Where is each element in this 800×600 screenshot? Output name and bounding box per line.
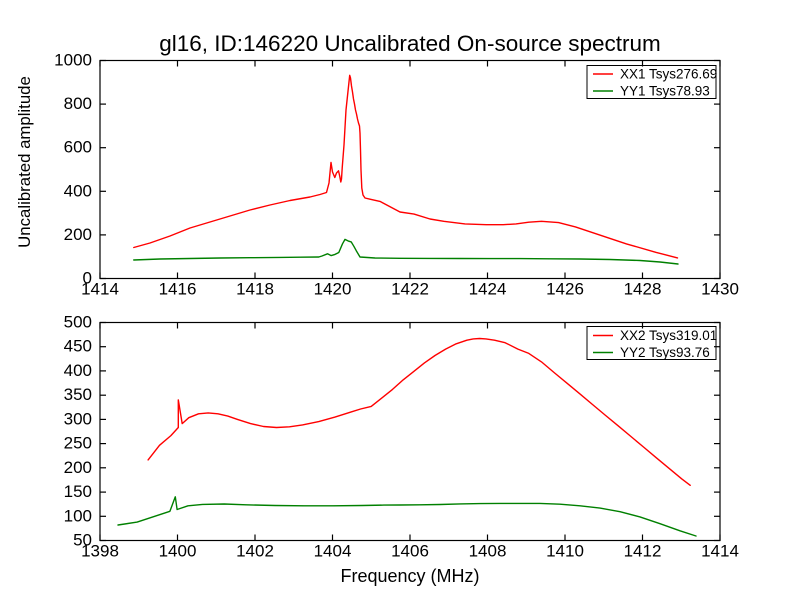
svg-text:400: 400 — [64, 181, 92, 200]
svg-text:1424: 1424 — [469, 280, 507, 299]
svg-text:1404: 1404 — [314, 542, 352, 561]
svg-text:1410: 1410 — [546, 542, 584, 561]
svg-text:300: 300 — [64, 409, 92, 428]
svg-text:XX2 Tsys319.01: XX2 Tsys319.01 — [620, 328, 717, 343]
svg-text:600: 600 — [64, 138, 92, 157]
svg-text:XX1 Tsys276.69: XX1 Tsys276.69 — [620, 67, 717, 82]
svg-text:1000: 1000 — [54, 51, 92, 70]
svg-text:250: 250 — [64, 434, 92, 453]
svg-text:500: 500 — [64, 313, 92, 332]
svg-text:1422: 1422 — [391, 280, 429, 299]
svg-text:200: 200 — [64, 458, 92, 477]
svg-text:150: 150 — [64, 482, 92, 501]
svg-text:1412: 1412 — [624, 542, 662, 561]
svg-text:1400: 1400 — [159, 542, 197, 561]
svg-text:1402: 1402 — [236, 542, 274, 561]
svg-text:1414: 1414 — [81, 280, 119, 299]
svg-text:1416: 1416 — [159, 280, 197, 299]
svg-text:Uncalibrated amplitude: Uncalibrated amplitude — [15, 76, 34, 248]
svg-text:450: 450 — [64, 337, 92, 356]
svg-text:1414: 1414 — [701, 542, 739, 561]
svg-text:350: 350 — [64, 385, 92, 404]
svg-text:1430: 1430 — [701, 280, 739, 299]
svg-text:1398: 1398 — [81, 542, 119, 561]
svg-text:gl16, ID:146220 Uncalibrated O: gl16, ID:146220 Uncalibrated On-source s… — [159, 31, 661, 56]
svg-text:YY1 Tsys78.93: YY1 Tsys78.93 — [620, 84, 710, 99]
svg-text:800: 800 — [64, 94, 92, 113]
svg-text:Frequency (MHz): Frequency (MHz) — [340, 566, 479, 586]
svg-text:1426: 1426 — [546, 280, 584, 299]
svg-text:200: 200 — [64, 225, 92, 244]
svg-text:100: 100 — [64, 506, 92, 525]
svg-text:400: 400 — [64, 361, 92, 380]
svg-text:1406: 1406 — [391, 542, 429, 561]
svg-text:1418: 1418 — [236, 280, 274, 299]
svg-text:YY2 Tsys93.76: YY2 Tsys93.76 — [620, 345, 710, 360]
svg-text:1420: 1420 — [314, 280, 352, 299]
svg-text:1408: 1408 — [469, 542, 507, 561]
svg-text:1428: 1428 — [624, 280, 662, 299]
